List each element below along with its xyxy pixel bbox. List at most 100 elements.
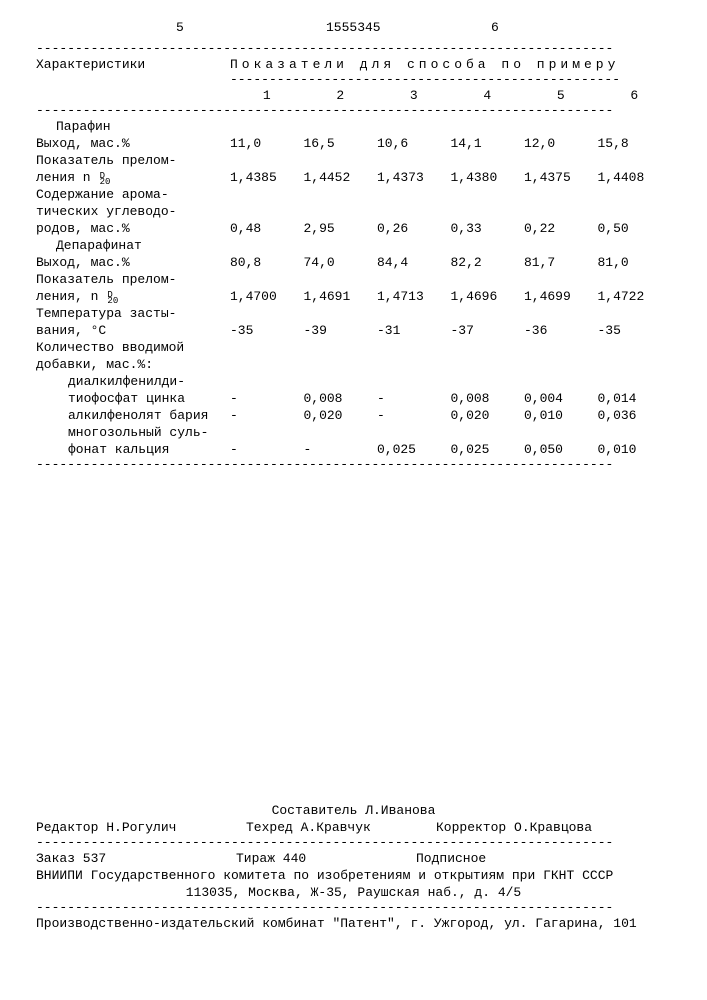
data-table: Характеристики Показатели для способа по… bbox=[36, 56, 671, 472]
cell bbox=[524, 271, 598, 288]
cell bbox=[230, 203, 304, 220]
cell bbox=[597, 424, 671, 441]
cell bbox=[303, 152, 377, 169]
cell bbox=[597, 373, 671, 390]
row-label: алкилфенолят бария bbox=[36, 408, 208, 423]
cell: 81,0 bbox=[597, 254, 671, 271]
cell: 1,4452 bbox=[303, 169, 377, 186]
cell bbox=[230, 305, 304, 322]
cell bbox=[597, 305, 671, 322]
cell: 0,010 bbox=[597, 441, 671, 458]
cell: 0,50 bbox=[597, 220, 671, 237]
cell: 0,008 bbox=[450, 390, 524, 407]
table-col-numbers: 1 2 3 4 5 6 bbox=[36, 87, 671, 104]
row-label: тических углеводо- bbox=[36, 204, 176, 219]
cell bbox=[450, 373, 524, 390]
header-span: Показатели для способа по примеру bbox=[230, 57, 619, 72]
cell bbox=[230, 424, 304, 441]
cell bbox=[450, 152, 524, 169]
corrector: Корректор О.Кравцова bbox=[436, 819, 592, 836]
table-row: Температура засты- bbox=[36, 305, 671, 322]
col-num: 5 bbox=[524, 87, 598, 104]
cell bbox=[524, 186, 598, 203]
cell: 81,7 bbox=[524, 254, 598, 271]
cell bbox=[597, 186, 671, 203]
cell: - bbox=[377, 390, 451, 407]
table-row: многозольный суль- bbox=[36, 424, 671, 441]
table-subrule-row: ----------------------------------------… bbox=[36, 73, 671, 87]
cell bbox=[303, 356, 377, 373]
table-rule-top: ----------------------------------------… bbox=[36, 42, 671, 56]
editor: Редактор Н.Рогулич bbox=[36, 819, 176, 836]
cell bbox=[450, 203, 524, 220]
row-label: вания, °С bbox=[36, 323, 106, 338]
table-rule-mid: ----------------------------------------… bbox=[36, 104, 671, 118]
cell bbox=[230, 356, 304, 373]
cell: -36 bbox=[524, 322, 598, 339]
cell bbox=[524, 203, 598, 220]
cell bbox=[524, 424, 598, 441]
row-label: фонат кальция bbox=[36, 442, 169, 457]
cell bbox=[450, 271, 524, 288]
table-rule-mid-row: ----------------------------------------… bbox=[36, 104, 671, 118]
cell bbox=[230, 373, 304, 390]
cell bbox=[450, 305, 524, 322]
col-number-left: 5 bbox=[176, 20, 184, 35]
cell: 1,4373 bbox=[377, 169, 451, 186]
table-row: Выход, мас.%11,016,510,614,112,015,8 bbox=[36, 135, 671, 152]
cell: 1,4696 bbox=[450, 288, 524, 305]
cell bbox=[597, 271, 671, 288]
cell bbox=[303, 305, 377, 322]
cell bbox=[230, 152, 304, 169]
section-title-row: Количество вводимой bbox=[36, 339, 671, 356]
cell: 84,4 bbox=[377, 254, 451, 271]
table-row: Содержание арома- bbox=[36, 186, 671, 203]
table-row: Выход, мас.%80,874,084,482,281,781,0 bbox=[36, 254, 671, 271]
cell bbox=[303, 373, 377, 390]
col-num: 2 bbox=[303, 87, 377, 104]
cell bbox=[377, 305, 451, 322]
header-label: Характеристики bbox=[36, 57, 145, 72]
cell bbox=[524, 305, 598, 322]
podpisnoe: Подписное bbox=[416, 850, 486, 867]
row-label: Показатель прелом- bbox=[36, 272, 176, 287]
row-label: Выход, мас.% bbox=[36, 136, 130, 151]
cell: 2,95 bbox=[303, 220, 377, 237]
row-label: диалкилфенилди- bbox=[36, 374, 185, 389]
cell: 1,4375 bbox=[524, 169, 598, 186]
cell: 1,4722 bbox=[597, 288, 671, 305]
cell: 1,4380 bbox=[450, 169, 524, 186]
table-row: алкилфенолят бария-0,020-0,0200,0100,036 bbox=[36, 407, 671, 424]
table-row: Показатель прелом- bbox=[36, 152, 671, 169]
cell: 0,020 bbox=[303, 407, 377, 424]
cell: - bbox=[230, 441, 304, 458]
cell bbox=[377, 356, 451, 373]
table-row: ления n20D1,43851,44521,43731,43801,4375… bbox=[36, 169, 671, 186]
cell: 12,0 bbox=[524, 135, 598, 152]
cell: 0,48 bbox=[230, 220, 304, 237]
section-title-row: Депарафинат bbox=[36, 237, 671, 254]
col-number-right: 6 bbox=[491, 20, 499, 35]
colophon: Составитель Л.Иванова Редактор Н.Рогулич… bbox=[36, 802, 671, 932]
cell: 14,1 bbox=[450, 135, 524, 152]
col-num: 1 bbox=[230, 87, 304, 104]
cell bbox=[377, 152, 451, 169]
cell bbox=[450, 424, 524, 441]
cell: 80,8 bbox=[230, 254, 304, 271]
row-label: добавки, мас.%: bbox=[36, 357, 153, 372]
colophon-rule-2: ----------------------------------------… bbox=[36, 901, 671, 915]
table-header-row: Характеристики Показатели для способа по… bbox=[36, 56, 671, 73]
cell bbox=[303, 424, 377, 441]
table-rule-sub: ----------------------------------------… bbox=[230, 73, 671, 87]
row-label: ления, n bbox=[36, 289, 98, 304]
cell: 1,4691 bbox=[303, 288, 377, 305]
cell: 0,22 bbox=[524, 220, 598, 237]
table-row: Показатель прелом- bbox=[36, 271, 671, 288]
cell: 10,6 bbox=[377, 135, 451, 152]
cell: -37 bbox=[450, 322, 524, 339]
cell: 74,0 bbox=[303, 254, 377, 271]
cell: 0,004 bbox=[524, 390, 598, 407]
row-label: Показатель прелом- bbox=[36, 153, 176, 168]
tirazh: Тираж 440 bbox=[236, 850, 306, 867]
cell: -35 bbox=[230, 322, 304, 339]
